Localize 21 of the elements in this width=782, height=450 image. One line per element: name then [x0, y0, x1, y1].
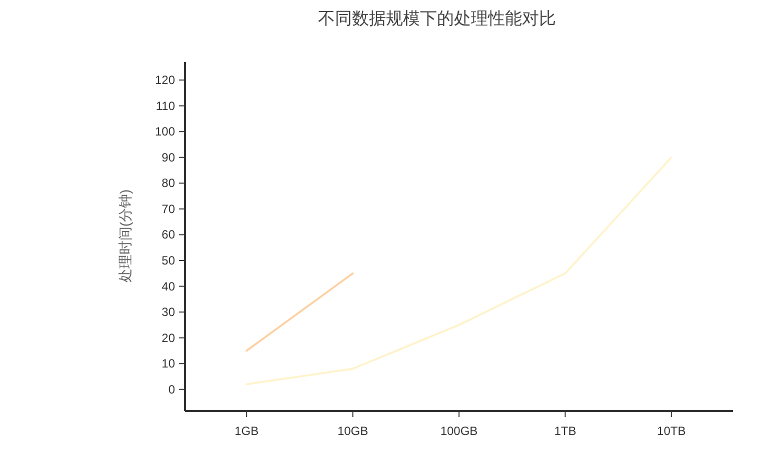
y-tick-label: 110 — [156, 98, 176, 113]
y-tick-label: 70 — [162, 202, 176, 216]
x-tick-label: 10GB — [337, 424, 368, 438]
y-axis-title: 处理时间(分钟) — [117, 189, 133, 283]
x-tick-label: 100GB — [440, 424, 478, 438]
y-tick-label: 60 — [162, 228, 176, 242]
y-tick-label: 0 — [168, 382, 176, 396]
y-tick-label: 20 — [162, 330, 176, 345]
y-tick-label: 90 — [162, 150, 176, 164]
y-tick-label: 100 — [154, 124, 176, 139]
line-series — [246, 156, 672, 386]
y-tick-label: 30 — [162, 305, 176, 320]
y-tick-label: 50 — [162, 253, 176, 268]
y-tick-label: 40 — [162, 279, 176, 294]
y-tick-label: 80 — [162, 176, 176, 190]
x-tick-label: 1GB — [234, 424, 259, 438]
x-tick-label: 1TB — [554, 424, 576, 438]
y-tick-label: 120 — [154, 73, 176, 88]
y-tick-label: 10 — [162, 356, 176, 371]
chart-title: 不同数据规模下的处理性能对比 — [318, 9, 556, 28]
x-tick-label: 10TB — [657, 424, 686, 438]
